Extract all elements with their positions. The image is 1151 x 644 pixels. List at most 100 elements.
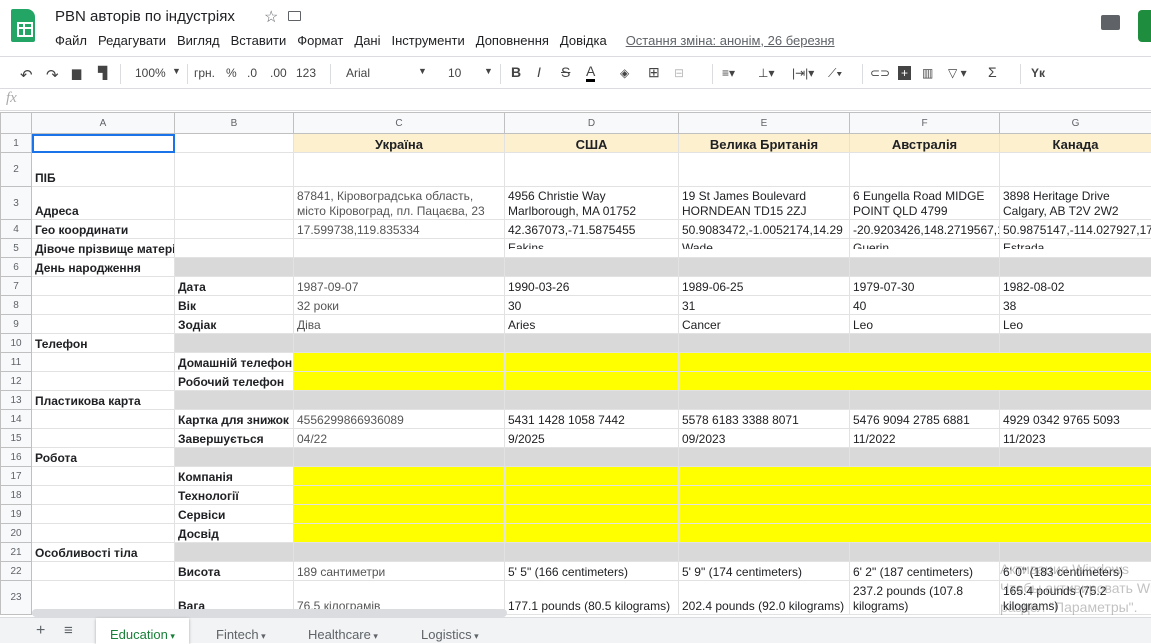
percent-format-button[interactable]: % [226, 66, 237, 80]
row-number[interactable]: 21 [1, 543, 32, 562]
cell-a[interactable] [32, 134, 175, 153]
cell-c[interactable]: Україна [294, 134, 505, 153]
more-formats-button[interactable]: 123 [296, 66, 316, 80]
cell-e[interactable] [679, 505, 850, 524]
row-number[interactable]: 15 [1, 429, 32, 448]
cell-e[interactable]: 5578 6183 3388 8071 [679, 410, 850, 429]
cell-c[interactable] [294, 372, 505, 391]
vertical-align-icon[interactable]: ⊥▾ [758, 66, 774, 80]
cell-f[interactable] [850, 524, 1000, 543]
cell-b[interactable] [175, 220, 294, 239]
cell-d[interactable] [505, 524, 679, 543]
merge-cells-icon[interactable]: ⊟ [674, 66, 684, 80]
cell-a[interactable]: Гео координати [32, 220, 175, 239]
cell-d[interactable] [505, 334, 679, 353]
document-title[interactable]: PBN авторів по індустріях [55, 8, 235, 25]
cell-d[interactable]: 5431 1428 1058 7442 [505, 410, 679, 429]
cell-f[interactable] [850, 467, 1000, 486]
cell-e[interactable] [679, 448, 850, 467]
cell-a[interactable] [32, 315, 175, 334]
cell-f[interactable] [850, 448, 1000, 467]
cell-g[interactable]: 38 [1000, 296, 1151, 315]
cell-c[interactable] [294, 391, 505, 410]
cell-c[interactable] [294, 467, 505, 486]
cell-a[interactable] [32, 562, 175, 581]
row-number[interactable]: 11 [1, 353, 32, 372]
menu-item[interactable]: Доповнення [476, 33, 549, 48]
link-icon[interactable]: ⊂⊃ [870, 66, 890, 80]
chevron-down-icon[interactable]: ▾ [168, 631, 175, 641]
cell-c[interactable]: 4556299866936089 [294, 410, 505, 429]
cell-e[interactable]: Cancer [679, 315, 850, 334]
cell-a[interactable] [32, 372, 175, 391]
chevron-down-icon[interactable]: ▾ [472, 631, 479, 641]
cell-g[interactable]: 4929 0342 9765 5093 [1000, 410, 1151, 429]
cell-e[interactable]: 5' 9" (174 centimeters) [679, 562, 850, 581]
cell-b[interactable] [175, 543, 294, 562]
star-icon[interactable]: ☆ [264, 7, 278, 27]
decrease-decimal-button[interactable]: .0 [247, 66, 257, 80]
menu-item[interactable]: Вигляд [177, 33, 220, 48]
cell-a[interactable]: ПІБ [32, 153, 175, 187]
cell-c[interactable] [294, 505, 505, 524]
cell-f[interactable]: Австралія [850, 134, 1000, 153]
cell-c[interactable] [294, 543, 505, 562]
cell-g[interactable]: Канада [1000, 134, 1151, 153]
cell-e[interactable]: 202.4 pounds (92.0 kilograms) [679, 581, 850, 615]
menu-item[interactable]: Редагувати [98, 33, 166, 48]
cell-a[interactable]: Адреса [32, 187, 175, 220]
row-number[interactable]: 3 [1, 187, 32, 220]
cell-b[interactable]: Висота [175, 562, 294, 581]
row-number[interactable]: 5 [1, 239, 32, 258]
cell-f[interactable] [850, 372, 1000, 391]
sheets-logo-icon[interactable] [11, 9, 35, 42]
cell-a[interactable]: Робота [32, 448, 175, 467]
cell-g[interactable] [1000, 467, 1151, 486]
cell-c[interactable] [294, 239, 505, 258]
cell-d[interactable]: 9/2025 [505, 429, 679, 448]
cell-b[interactable]: Вік [175, 296, 294, 315]
cell-c[interactable] [294, 153, 505, 187]
cell-f[interactable]: Leo [850, 315, 1000, 334]
cell-b[interactable] [175, 258, 294, 277]
text-wrap-icon[interactable]: |⇥|▾ [792, 66, 814, 80]
move-folder-icon[interactable] [288, 11, 301, 21]
cell-f[interactable]: -20.9203426,148.2719567,10 [850, 220, 1000, 239]
cell-c[interactable]: Діва [294, 315, 505, 334]
cell-c[interactable] [294, 486, 505, 505]
cell-e[interactable]: 09/2023 [679, 429, 850, 448]
row-number[interactable]: 7 [1, 277, 32, 296]
menu-item[interactable]: Дані [354, 33, 380, 48]
row-number[interactable]: 22 [1, 562, 32, 581]
cell-a[interactable] [32, 353, 175, 372]
cell-d[interactable] [505, 505, 679, 524]
cell-b[interactable] [175, 391, 294, 410]
cell-d[interactable]: 1990-03-26 [505, 277, 679, 296]
cell-b[interactable]: Досвід [175, 524, 294, 543]
cell-f[interactable] [850, 486, 1000, 505]
filter-icon[interactable]: ▽ ▾ [948, 66, 967, 80]
cell-f[interactable]: Guerin [850, 239, 1000, 258]
cell-d[interactable] [505, 467, 679, 486]
cell-e[interactable]: 31 [679, 296, 850, 315]
cell-f[interactable]: 40 [850, 296, 1000, 315]
cell-g[interactable] [1000, 372, 1151, 391]
cell-g[interactable] [1000, 486, 1151, 505]
cell-a[interactable] [32, 467, 175, 486]
column-header-d[interactable]: D [505, 113, 679, 134]
cell-b[interactable]: Сервіси [175, 505, 294, 524]
cell-c[interactable] [294, 448, 505, 467]
italic-button[interactable]: I [537, 64, 541, 80]
cell-g[interactable] [1000, 353, 1151, 372]
cell-g[interactable]: 3898 Heritage Drive Calgary, AB T2V 2W2 [1000, 187, 1151, 220]
comments-icon[interactable] [1101, 15, 1120, 30]
cell-c[interactable]: 17.599738,119.835334 [294, 220, 505, 239]
cell-d[interactable] [505, 391, 679, 410]
column-header-c[interactable]: C [294, 113, 505, 134]
cell-d[interactable]: США [505, 134, 679, 153]
cell-e[interactable] [679, 153, 850, 187]
row-number[interactable]: 10 [1, 334, 32, 353]
cell-f[interactable]: 6' 2" (187 centimeters) [850, 562, 1000, 581]
cell-e[interactable] [679, 334, 850, 353]
cell-e[interactable]: 19 St James Boulevard HORNDEAN TD15 2ZJ [679, 187, 850, 220]
